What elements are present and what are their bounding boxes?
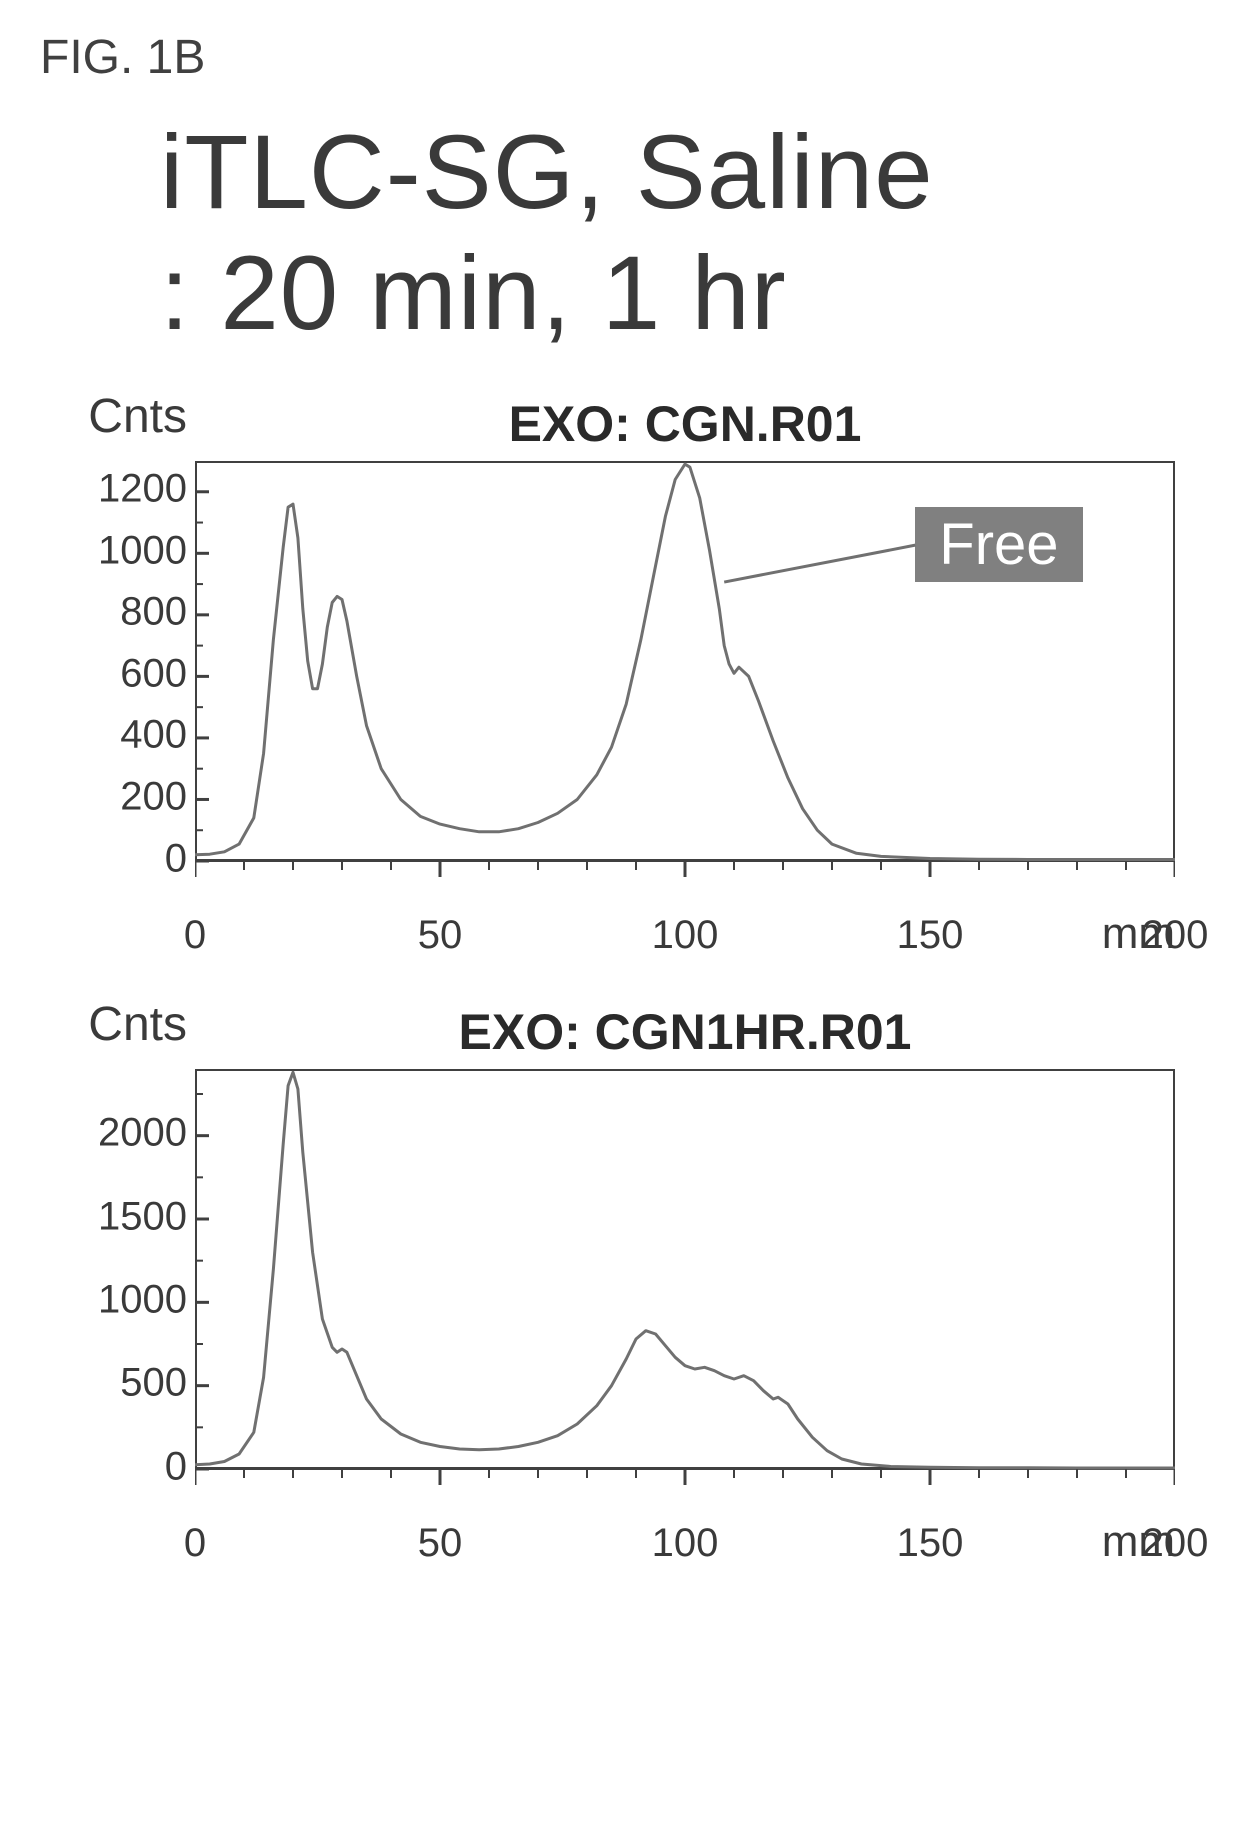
page: FIG. 1B iTLC-SG, Saline : 20 min, 1 hr C… [0,0,1240,1836]
chart-1-area: EXO: CGN.R01 Free 050100150200 mm [195,395,1175,967]
ytick-label: 200 [120,774,187,819]
ytick-label: 1500 [98,1194,187,1239]
ytick-label: 0 [165,1444,187,1489]
xtick-label: 150 [897,913,964,958]
chart-2-area: EXO: CGN1HR.R01 050100150200 mm [195,1003,1175,1575]
y-axis-label: Cnts [88,389,187,444]
x-axis-unit: mm [1102,909,1175,959]
xtick-label: 0 [184,913,206,958]
xtick-label: 0 [184,1521,206,1566]
xtick-label: 50 [418,1521,463,1566]
ytick-label: 600 [120,651,187,696]
chart-1-title: EXO: CGN.R01 [195,395,1175,453]
xtick-label: 100 [652,1521,719,1566]
x-axis-unit: mm [1102,1517,1175,1567]
main-title-line2: : 20 min, 1 hr [160,234,1200,355]
chart-2-plot [195,1069,1175,1515]
free-badge-text: Free [939,512,1058,577]
ytick-label: 1000 [98,528,187,573]
ytick-label: 1200 [98,467,187,512]
main-title-line1: iTLC-SG, Saline [160,113,1200,234]
ytick-label: 500 [120,1361,187,1406]
chart-1-xticks: 050100150200 [195,907,1175,967]
ytick-label: 2000 [98,1111,187,1156]
ytick-label: 0 [165,836,187,881]
chart-2-xticks: 050100150200 [195,1515,1175,1575]
main-title: iTLC-SG, Saline : 20 min, 1 hr [160,113,1200,355]
chart-1: Cnts 020040060080010001200 EXO: CGN.R01 … [40,395,1200,967]
xtick-label: 50 [418,913,463,958]
chart-2: Cnts 0500100015002000 EXO: CGN1HR.R01 05… [40,1003,1200,1575]
ytick-label: 1000 [98,1277,187,1322]
xtick-label: 100 [652,913,719,958]
free-badge: Free [915,507,1082,583]
y-axis-label: Cnts [88,997,187,1052]
chart-2-title: EXO: CGN1HR.R01 [195,1003,1175,1061]
figure-label: FIG. 1B [40,30,1200,85]
ytick-label: 800 [120,590,187,635]
xtick-label: 150 [897,1521,964,1566]
ytick-label: 400 [120,713,187,758]
